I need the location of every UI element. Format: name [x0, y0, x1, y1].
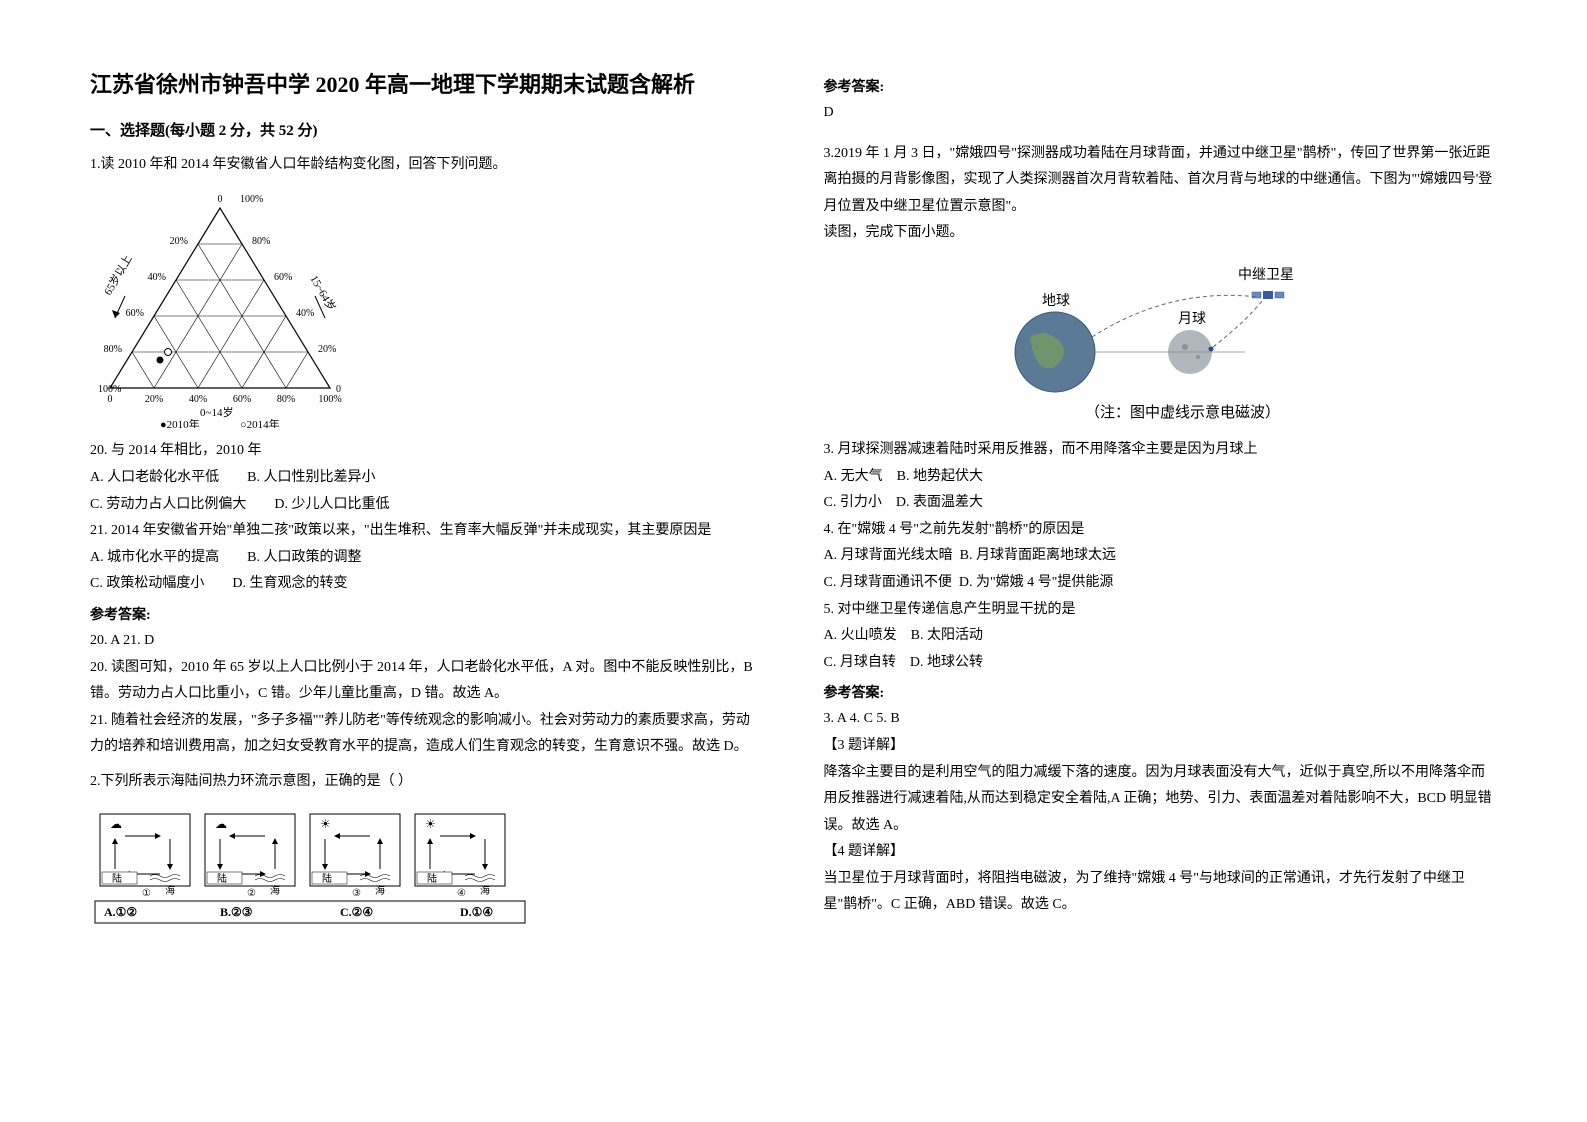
svg-text:60%: 60% [274, 272, 292, 283]
q4-B: B. 月球背面距离地球太远 [960, 548, 1116, 563]
svg-text:80%: 80% [252, 236, 270, 247]
svg-text:①: ① [142, 888, 151, 899]
svg-text:80%: 80% [277, 394, 295, 405]
detail3-h: 【3 题详解】 [824, 733, 1498, 760]
q345-ans-label: 参考答案: [824, 682, 1498, 702]
q1-ans-label: 参考答案: [90, 604, 764, 624]
svg-text:100%: 100% [240, 194, 263, 205]
svg-text:（注：图中虚线示意电磁波）: （注：图中虚线示意电磁波） [1085, 403, 1280, 421]
q4-C: C. 月球背面通讯不便 [824, 575, 952, 590]
q2-answer: D [824, 100, 1498, 127]
q4-stem: 4. 在"嫦娥 4 号"之前先发射"鹊桥"的原因是 [824, 517, 1498, 544]
svg-text:④: ④ [457, 888, 466, 899]
detail3: 降落伞主要目的是利用空气的阻力减缓下落的速度。因为月球表面没有大气，近似于真空,… [824, 760, 1498, 840]
q1-21-A: A. 城市化水平的提高 [90, 550, 219, 565]
svg-text:20%: 20% [318, 344, 336, 355]
q1-20-D: D. 少儿人口比重低 [274, 497, 389, 512]
svg-text:0: 0 [108, 394, 113, 405]
svg-text:海: 海 [375, 884, 385, 897]
svg-text:海: 海 [165, 884, 175, 897]
svg-text:☀: ☀ [425, 817, 436, 831]
q3-D: D. 表面温差大 [896, 495, 983, 510]
svg-text:陆: 陆 [427, 872, 437, 885]
svg-text:20%: 20% [145, 394, 163, 405]
left-column: 江苏省徐州市钟吾中学 2020 年高一地理下学期期末试题含解析 一、选择题(每小… [90, 70, 764, 1052]
q1-20-A: A. 人口老龄化水平低 [90, 470, 219, 485]
svg-text:②: ② [247, 888, 256, 899]
svg-text:A.①②: A.①② [104, 905, 137, 919]
circulation-diagram: ☁ 陆 海 ① ☁ [90, 806, 764, 926]
svg-text:0~14岁: 0~14岁 [200, 405, 233, 419]
moon-figure: 地球 月球 中继卫星 （注：图中虚线示意电磁波） [824, 257, 1498, 427]
q3-intro: 3.2019 年 1 月 3 日，"嫦娥四号"探测器成功着陆在月球背面，并通过中… [824, 141, 1498, 221]
q5-D: D. 地球公转 [910, 655, 983, 670]
q5-stem: 5. 对中继卫星传递信息产生明显干扰的是 [824, 597, 1498, 624]
detail4: 当卫星位于月球背面时，将阻挡电磁波，为了维持"嫦娥 4 号"与地球间的正常通讯，… [824, 866, 1498, 919]
q1-21-D: D. 生育观念的转变 [232, 576, 347, 591]
section-1-title: 一、选择题(每小题 2 分，共 52 分) [90, 119, 764, 140]
q1-answers: 20. A 21. D [90, 628, 764, 655]
q1-explain20: 20. 读图可知，2010 年 65 岁以上人口比例小于 2014 年，人口老龄… [90, 655, 764, 708]
svg-text:D.①④: D.①④ [460, 905, 493, 919]
svg-text:40%: 40% [148, 272, 166, 283]
q5-C: C. 月球自转 [824, 655, 896, 670]
q2-ans-label: 参考答案: [824, 76, 1498, 96]
svg-text:陆: 陆 [322, 872, 332, 885]
svg-text:65岁以上: 65岁以上 [100, 253, 134, 298]
q1-21-C: C. 政策松动幅度小 [90, 576, 204, 591]
q1-21-B: B. 人口政策的调整 [247, 550, 361, 565]
q1-20-B: B. 人口性别比差异小 [247, 470, 375, 485]
q5-A: A. 火山喷发 [824, 628, 897, 643]
q2-stem: 2.下列所表示海陆间热力环流示意图，正确的是（ ） [90, 769, 764, 796]
svg-text:陆: 陆 [217, 872, 227, 885]
svg-text:陆: 陆 [112, 872, 122, 885]
svg-text:海: 海 [480, 884, 490, 897]
svg-text:中继卫星: 中继卫星 [1238, 267, 1294, 283]
q1-explain21: 21. 随着社会经济的发展，"多子多福""养儿防老"等传统观念的影响减小。社会对… [90, 708, 764, 761]
q4-A: A. 月球背面光线太暗 [824, 548, 953, 563]
svg-text:40%: 40% [296, 308, 314, 319]
svg-text:60%: 60% [233, 394, 251, 405]
detail4-h: 【4 题详解】 [824, 839, 1498, 866]
svg-text:地球: 地球 [1042, 293, 1070, 309]
svg-text:C.②④: C.②④ [340, 905, 373, 919]
svg-text:海: 海 [270, 884, 280, 897]
svg-text:○2014年: ○2014年 [240, 417, 280, 428]
svg-text:100%: 100% [318, 394, 341, 405]
svg-text:20%: 20% [170, 236, 188, 247]
right-column: 参考答案: D 3.2019 年 1 月 3 日，"嫦娥四号"探测器成功着陆在月… [824, 70, 1498, 1052]
q1-20-C: C. 劳动力占人口比例偏大 [90, 497, 246, 512]
page-title: 江苏省徐州市钟吾中学 2020 年高一地理下学期期末试题含解析 [90, 70, 764, 101]
svg-text:80%: 80% [104, 344, 122, 355]
triangle-chart: 0 100% 20% 40% 60% 80% 100% 80% 60% 40% … [90, 188, 764, 428]
q1-21-stem: 21. 2014 年安徽省开始"单独二孩"政策以来，"出生堆积、生育率大幅反弹"… [90, 518, 764, 545]
svg-text:60%: 60% [126, 308, 144, 319]
svg-text:0: 0 [218, 194, 223, 205]
q345-answers: 3. A 4. C 5. B [824, 706, 1498, 733]
q3-C: C. 引力小 [824, 495, 882, 510]
svg-text:☁: ☁ [110, 817, 122, 831]
svg-text:☁: ☁ [215, 817, 227, 831]
q3-A: A. 无大气 [824, 469, 883, 484]
q4-D: D. 为"嫦娥 4 号"提供能源 [959, 575, 1114, 590]
q5-B: B. 太阳活动 [911, 628, 983, 643]
q3-read: 读图，完成下面小题。 [824, 220, 1498, 247]
svg-text:B.②③: B.②③ [220, 905, 253, 919]
svg-text:③: ③ [352, 888, 361, 899]
svg-text:40%: 40% [189, 394, 207, 405]
svg-text:☀: ☀ [320, 817, 331, 831]
q3-stem: 3. 月球探测器减速着陆时采用反推器，而不用降落伞主要是因为月球上 [824, 437, 1498, 464]
q1-20-stem: 20. 与 2014 年相比，2010 年 [90, 438, 764, 465]
q3-B: B. 地势起伏大 [897, 469, 983, 484]
svg-text:●2010年: ●2010年 [160, 417, 200, 428]
q1-stem: 1.读 2010 年和 2014 年安徽省人口年龄结构变化图，回答下列问题。 [90, 152, 764, 179]
svg-text:月球: 月球 [1178, 311, 1206, 327]
